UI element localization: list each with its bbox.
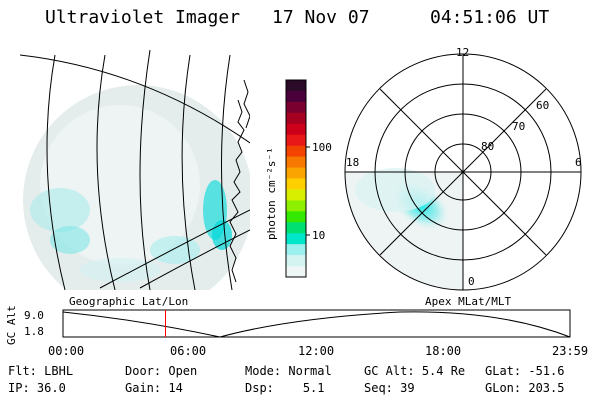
mlt-label-18: 18 <box>346 156 360 169</box>
apex-polar-panel <box>344 53 582 291</box>
colorbar-segment <box>286 178 306 190</box>
alt-xtick-0: 00:00 <box>48 344 85 358</box>
status-seq: Seq: 39 <box>364 381 415 395</box>
colorbar-segment <box>286 156 306 169</box>
mlt-label-12: 12 <box>456 46 470 59</box>
colorbar-segment <box>286 90 306 103</box>
colorbar-segment <box>286 167 306 179</box>
alt-ytick-high: 9.0 <box>24 309 44 322</box>
mlt-label-0: 0 <box>468 275 475 288</box>
colorbar-segment <box>286 222 306 234</box>
colorbar <box>285 79 310 278</box>
colorbar-tick-10: 10 <box>312 229 326 242</box>
alt-xtick-2: 12:00 <box>298 344 335 358</box>
alt-ytick-low: 1.8 <box>24 325 44 338</box>
status-dsp: Dsp: 5.1 <box>245 381 325 395</box>
observation-time: 04:51:06 UT <box>430 7 550 28</box>
mlat-label-70: 70 <box>512 120 526 133</box>
colorbar-segment <box>286 134 306 147</box>
colorbar-segment <box>286 189 306 201</box>
altitude-curve <box>62 311 571 338</box>
observation-date: 17 Nov 07 <box>272 7 370 28</box>
alt-xtick-3: 18:00 <box>425 344 462 358</box>
colorbar-segment <box>286 200 306 212</box>
status-door: Door: Open <box>125 364 198 378</box>
geographic-image-panel <box>20 49 250 290</box>
apex-caption: Apex MLat/MLT <box>425 295 512 308</box>
alt-xtick-1: 06:00 <box>170 344 207 358</box>
instrument-title: Ultraviolet Imager <box>45 7 241 28</box>
alt-xtick-4: 23:59 <box>552 344 589 358</box>
status-glat: GLat: -51.6 <box>485 364 565 378</box>
colorbar-segment <box>286 112 306 125</box>
status-flt: Flt: LBHL <box>8 364 74 378</box>
colorbar-segment <box>286 244 306 256</box>
status-gain: Gain: 14 <box>125 381 183 395</box>
colorbar-segment <box>286 101 306 114</box>
status-ip: IP: 36.0 <box>8 381 66 395</box>
mlat-label-60: 60 <box>536 99 550 112</box>
colorbar-segment <box>286 266 306 278</box>
colorbar-tick-100: 100 <box>312 141 332 154</box>
mlt-label-6: 6 <box>575 156 582 169</box>
colorbar-segment <box>286 80 306 92</box>
alt-axis-label: GC Alt <box>5 305 18 345</box>
geographic-caption: Geographic Lat/Lon <box>69 295 189 308</box>
status-gc-alt: GC Alt: 5.4 Re <box>364 364 466 378</box>
uv-emission-disk <box>23 85 250 290</box>
status-glon: GLon: 203.5 <box>485 381 565 395</box>
colorbar-segment <box>286 145 306 158</box>
coastline <box>229 99 245 283</box>
colorbar-segment <box>286 233 306 245</box>
colorbar-segment <box>286 255 306 267</box>
colorbar-segment <box>286 123 306 136</box>
altitude-plot <box>62 309 571 338</box>
status-mode: Mode: Normal <box>245 364 332 378</box>
colorbar-unit-label: photon cm⁻²s⁻¹ <box>265 147 278 240</box>
mlat-label-80: 80 <box>481 140 495 153</box>
colorbar-segment <box>286 211 306 223</box>
